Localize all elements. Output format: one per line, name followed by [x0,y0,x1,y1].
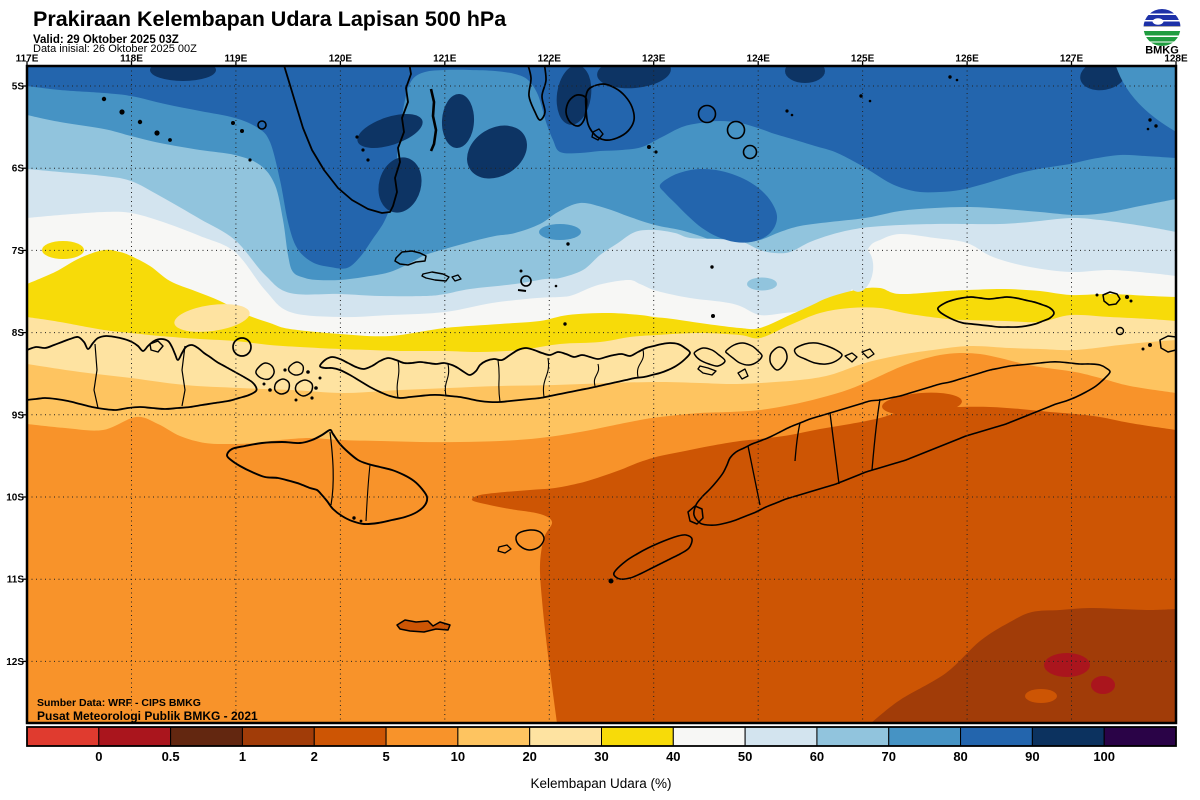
svg-text:50: 50 [738,749,752,764]
svg-text:8S: 8S [12,328,25,339]
svg-text:60: 60 [810,749,824,764]
svg-text:Prakiraan Kelembapan Udara Lap: Prakiraan Kelembapan Udara Lapisan 500 h… [33,7,507,31]
svg-text:2: 2 [311,749,318,764]
svg-text:125E: 125E [851,54,875,65]
svg-text:10: 10 [451,749,465,764]
svg-text:122E: 122E [538,54,562,65]
svg-text:Data inisial: 26 Oktober 2025: Data inisial: 26 Oktober 2025 00Z [33,43,197,55]
svg-text:5S: 5S [12,82,25,93]
svg-text:30: 30 [594,749,608,764]
svg-text:126E: 126E [955,54,979,65]
svg-text:123E: 123E [642,54,666,65]
svg-text:124E: 124E [747,54,771,65]
svg-text:70: 70 [882,749,896,764]
svg-text:120E: 120E [329,54,353,65]
svg-text:20: 20 [522,749,536,764]
svg-text:6S: 6S [12,164,25,175]
svg-text:128E: 128E [1164,54,1188,65]
svg-text:118E: 118E [120,54,143,65]
svg-text:40: 40 [666,749,680,764]
svg-text:Pusat Meteorologi Publik BMKG: Pusat Meteorologi Publik BMKG - 2021 [37,709,258,723]
svg-text:1: 1 [239,749,246,764]
svg-text:80: 80 [953,749,967,764]
svg-text:117E: 117E [16,54,39,65]
svg-text:121E: 121E [433,54,457,65]
svg-text:90: 90 [1025,749,1039,764]
svg-text:Kelembapan Udara (%): Kelembapan Udara (%) [530,776,671,791]
svg-text:10S: 10S [6,493,24,504]
svg-text:BMKG: BMKG [1145,45,1179,57]
svg-text:127E: 127E [1060,54,1084,65]
svg-text:119E: 119E [224,54,247,65]
svg-text:Valid: 29 Oktober 2025 03Z: Valid: 29 Oktober 2025 03Z [33,34,179,46]
svg-text:Sumber Data: WRF - CIPS BMKG: Sumber Data: WRF - CIPS BMKG [37,697,201,709]
svg-text:9S: 9S [12,410,25,421]
svg-text:12S: 12S [6,657,24,668]
svg-text:100: 100 [1093,749,1115,764]
svg-text:0: 0 [95,749,102,764]
svg-text:5: 5 [382,749,389,764]
svg-text:0.5: 0.5 [162,749,180,764]
svg-text:11S: 11S [7,575,25,586]
svg-text:7S: 7S [12,246,25,257]
